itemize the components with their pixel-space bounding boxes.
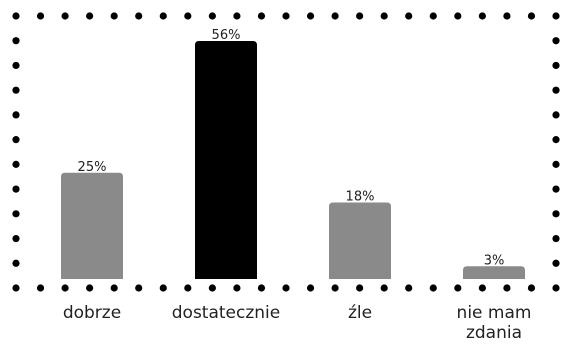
frame-dot	[306, 12, 315, 20]
frame-dot	[12, 111, 20, 119]
frame-dot	[86, 12, 94, 20]
frame-dot	[208, 12, 216, 20]
frame-dot	[527, 12, 536, 20]
category-labels-group: dobrze dostatecznie źle nie mam zdania	[63, 303, 532, 343]
frame-dot	[552, 234, 560, 243]
frame-dot	[159, 284, 167, 292]
value-label-1: 56%	[212, 28, 241, 43]
frame-dot	[135, 284, 143, 292]
frame-dot	[380, 284, 388, 292]
frame-dot	[135, 12, 143, 20]
frame-dot	[552, 12, 560, 20]
frame-dot	[159, 12, 167, 20]
value-label-3: 3%	[484, 253, 505, 268]
frame-dot	[12, 210, 20, 218]
frame-dot	[12, 86, 20, 94]
frame-dot	[282, 12, 290, 20]
frame-dot	[184, 12, 192, 20]
frame-dot	[552, 284, 560, 292]
frame-dot	[12, 37, 20, 45]
frame-dot	[12, 160, 20, 168]
category-label-1: dostatecznie	[172, 303, 280, 323]
dotted-frame	[12, 12, 560, 292]
frame-dot	[478, 284, 486, 292]
frame-dot	[454, 284, 462, 292]
category-label-3: nie mam zdania	[457, 303, 532, 343]
value-label-0: 25%	[78, 160, 107, 175]
frame-dot	[454, 12, 462, 20]
frame-dot	[552, 185, 560, 193]
frame-dot	[12, 12, 20, 20]
frame-dot	[527, 284, 536, 292]
value-label-2: 18%	[346, 190, 375, 205]
category-label-2: źle	[348, 303, 372, 323]
frame-dot	[36, 284, 45, 292]
frame-dot	[552, 259, 560, 267]
frame-dot	[61, 284, 69, 292]
frame-dot	[61, 12, 69, 20]
frame-dot	[233, 284, 241, 292]
bar-3	[463, 266, 525, 279]
frame-dot	[405, 12, 413, 20]
frame-dot	[405, 284, 413, 292]
bars-group	[61, 41, 525, 279]
frame-dot	[12, 234, 20, 243]
frame-dot	[282, 284, 290, 292]
frame-dot	[184, 284, 192, 292]
frame-dot	[331, 284, 339, 292]
frame-dot	[208, 284, 216, 292]
frame-dot	[257, 12, 266, 20]
bar-2	[329, 202, 391, 279]
frame-dot	[12, 61, 20, 70]
frame-dot	[552, 111, 560, 119]
frame-dot	[552, 160, 560, 168]
frame-dot	[110, 12, 118, 20]
frame-dot	[306, 284, 315, 292]
frame-dot	[12, 136, 20, 144]
category-label-0: dobrze	[63, 303, 121, 323]
bar-1	[195, 41, 257, 279]
bar-0	[61, 172, 123, 279]
frame-dot	[429, 12, 437, 20]
frame-dot	[356, 12, 364, 20]
frame-dot	[331, 12, 339, 20]
frame-dot	[86, 284, 94, 292]
frame-dot	[429, 284, 437, 292]
frame-dot	[552, 37, 560, 45]
frame-dot	[12, 185, 20, 193]
frame-dot	[257, 284, 266, 292]
frame-dot	[12, 259, 20, 267]
frame-dot	[380, 12, 388, 20]
frame-dot	[552, 86, 560, 94]
frame-dot	[233, 12, 241, 20]
frame-dot	[356, 284, 364, 292]
frame-dot	[36, 12, 45, 20]
frame-dot	[552, 136, 560, 144]
frame-dot	[110, 284, 118, 292]
frame-dot	[503, 284, 511, 292]
frame-dot	[503, 12, 511, 20]
value-labels-group: 25% 56% 18% 3%	[78, 28, 505, 268]
frame-dot	[478, 12, 486, 20]
frame-dot	[552, 210, 560, 218]
frame-dot	[12, 284, 20, 292]
frame-dot	[552, 61, 560, 70]
